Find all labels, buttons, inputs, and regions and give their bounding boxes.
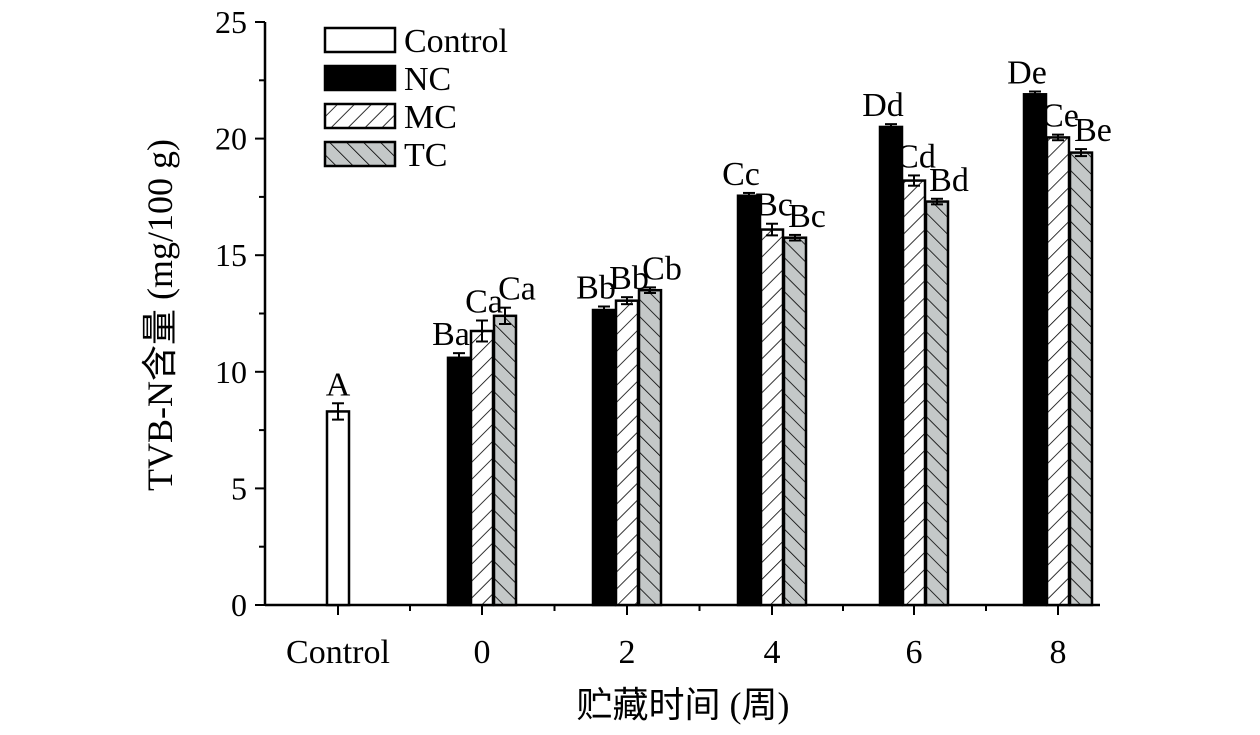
bar-tc [637,288,663,607]
bar-mc [469,329,495,607]
x-tick-label: 2 [619,634,636,671]
significance-label: A [326,366,351,403]
bar-nc [446,356,472,607]
bar-mc [759,228,785,607]
significance-label: Ce [1041,98,1079,135]
y-tick-label: 10 [215,354,247,390]
bar-tc [1068,151,1094,607]
significance-label: Dd [862,87,904,124]
bar-mc [1045,136,1071,607]
x-tick-label: 8 [1050,634,1067,671]
bar-control [325,410,351,607]
x-axis-label: 贮藏时间 (周) [577,685,790,725]
bar-nc [1022,93,1048,607]
legend-label: MC [404,99,457,136]
y-tick-label: 15 [215,237,247,273]
bar-mc [901,179,927,607]
bar-tc [492,314,518,607]
legend-swatch [323,64,397,92]
significance-label: De [1007,54,1047,91]
bar-mc [614,299,640,607]
significance-label: Cc [722,156,760,193]
y-tick-label: 20 [215,121,247,157]
legend-label: Control [404,23,508,60]
significance-label: Ca [465,283,503,320]
y-tick-label: 0 [231,587,247,623]
significance-label: Bc [755,187,793,224]
legend-swatch [323,140,397,168]
y-tick-label: 25 [215,4,247,40]
bar-nc [736,194,762,607]
legend-swatch [323,102,397,130]
x-tick-label: 4 [764,634,781,671]
significance-label: Cb [642,250,682,287]
bar-nc [878,125,904,607]
significance-label: Ca [498,271,536,308]
significance-label: Ba [432,316,470,353]
significance-label: Bb [576,270,616,307]
legend-label: TC [404,137,447,174]
significance-label: Bd [929,162,969,199]
significance-label: Cd [896,138,936,175]
x-tick-label: Control [286,634,390,671]
legend-label: NC [404,61,451,98]
legend-swatch [323,26,397,54]
bar-tc [924,200,950,607]
bar-nc [591,308,617,607]
y-tick-label: 5 [231,470,247,506]
bar-tc [782,236,808,607]
y-axis-label: TVB-N含量 (mg/100 g) [140,139,180,491]
significance-label: Be [1074,112,1112,149]
x-tick-label: 0 [474,634,491,671]
x-tick-label: 6 [906,634,923,671]
significance-label: Bc [788,198,826,235]
